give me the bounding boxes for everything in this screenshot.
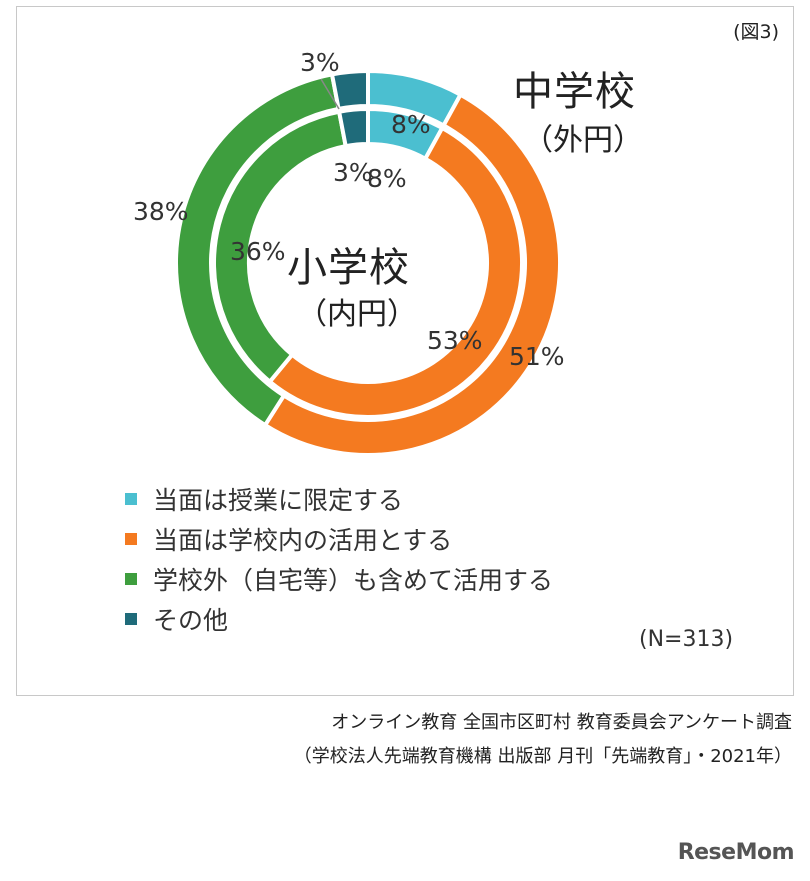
leader-line <box>320 78 340 110</box>
data-label: 8% <box>391 110 431 139</box>
data-label: 3% <box>300 48 340 77</box>
sample-size-label: (N=313) <box>639 627 734 652</box>
inner-title: 小学校 <box>287 245 410 291</box>
inner-subtitle: （内円） <box>297 297 417 332</box>
legend-item: 当面は学校内の活用とする <box>125 519 553 559</box>
source-line-2: （学校法人先端教育機構 出版部 月刊「先端教育」・2021年） <box>293 746 792 767</box>
legend-item: その他 <box>125 599 553 639</box>
inner-slice <box>267 125 525 419</box>
legend-swatch <box>125 613 137 625</box>
donut-chart: 8%51%38%3%8%53%36%3% <box>133 48 565 457</box>
chart-frame: 8% 51% 38% 3% 8% 53% 36% 3% (図3) 中学校 （外円） 小学校 （… <box>16 6 794 696</box>
legend-swatch <box>125 573 137 585</box>
legend-label: 当面は授業に限定する <box>153 486 404 515</box>
legend: 当面は授業に限定する 当面は学校内の活用とする 学校外（自宅等）も含めて活用する… <box>125 479 553 639</box>
inner-slice <box>336 106 370 149</box>
data-label: 53% <box>427 326 483 355</box>
legend-swatch <box>125 533 137 545</box>
outer-subtitle: （外円） <box>523 123 643 158</box>
data-label: 38% <box>133 197 189 226</box>
legend-label: 学校外（自宅等）も含めて活用する <box>153 566 554 595</box>
outer-slice <box>329 68 370 112</box>
legend-item: 当面は授業に限定する <box>125 479 553 519</box>
data-label: 3% <box>333 158 373 187</box>
legend-label: 当面は学校内の活用とする <box>153 526 453 555</box>
data-label: 51% <box>509 342 565 371</box>
legend-item: 学校外（自宅等）も含めて活用する <box>125 559 553 599</box>
data-label: 36% <box>230 237 286 266</box>
outer-slice <box>262 92 562 457</box>
source-line-1: オンライン教育 全国市区町村 教育委員会アンケート調査 <box>331 712 792 733</box>
outer-title: 中学校 <box>513 69 636 115</box>
resemom-logo: ReseMom <box>677 840 795 865</box>
legend-label: その他 <box>153 606 229 635</box>
data-label: 8% <box>367 164 407 193</box>
figure-label: (図3) <box>733 21 779 43</box>
legend-swatch <box>125 493 137 505</box>
